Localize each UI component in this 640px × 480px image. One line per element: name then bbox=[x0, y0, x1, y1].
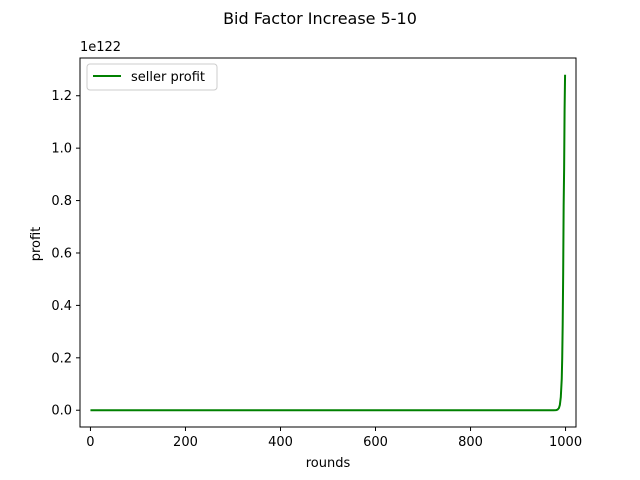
y-tick-label: 0.0 bbox=[51, 404, 72, 419]
y-tick-label: 1.2 bbox=[51, 89, 72, 104]
y-tick-label: 0.6 bbox=[51, 246, 72, 261]
x-tick-label: 600 bbox=[363, 435, 388, 450]
legend-box bbox=[86, 63, 218, 91]
series-line bbox=[90, 74, 567, 412]
x-tick-label: 1000 bbox=[549, 435, 582, 450]
chart-title: Bid Factor Increase 5-10 bbox=[223, 9, 417, 28]
plot-area: 0 200 400 600 800 1000 0.0 0.2 0.4 0.6 0.8 1.0 1.2 bbox=[51, 57, 582, 450]
y-tick-label: 1.0 bbox=[51, 142, 72, 157]
y-tick-label: 0.4 bbox=[51, 299, 72, 314]
y-tick-label: 0.2 bbox=[51, 351, 72, 366]
axes-frame bbox=[79, 57, 577, 428]
x-tick-label: 200 bbox=[173, 435, 198, 450]
legend: seller profit bbox=[86, 63, 218, 91]
x-tick-label: 0 bbox=[86, 435, 94, 450]
x-tick-label: 800 bbox=[458, 435, 483, 450]
y-tick-label: 0.8 bbox=[51, 194, 72, 209]
y-axis-offset-label: 1e122 bbox=[80, 40, 121, 55]
x-tick-label: 400 bbox=[268, 435, 293, 450]
x-axis-label: rounds bbox=[306, 456, 351, 471]
y-axis-label: profit bbox=[29, 227, 44, 262]
legend-label: seller profit bbox=[131, 70, 205, 85]
